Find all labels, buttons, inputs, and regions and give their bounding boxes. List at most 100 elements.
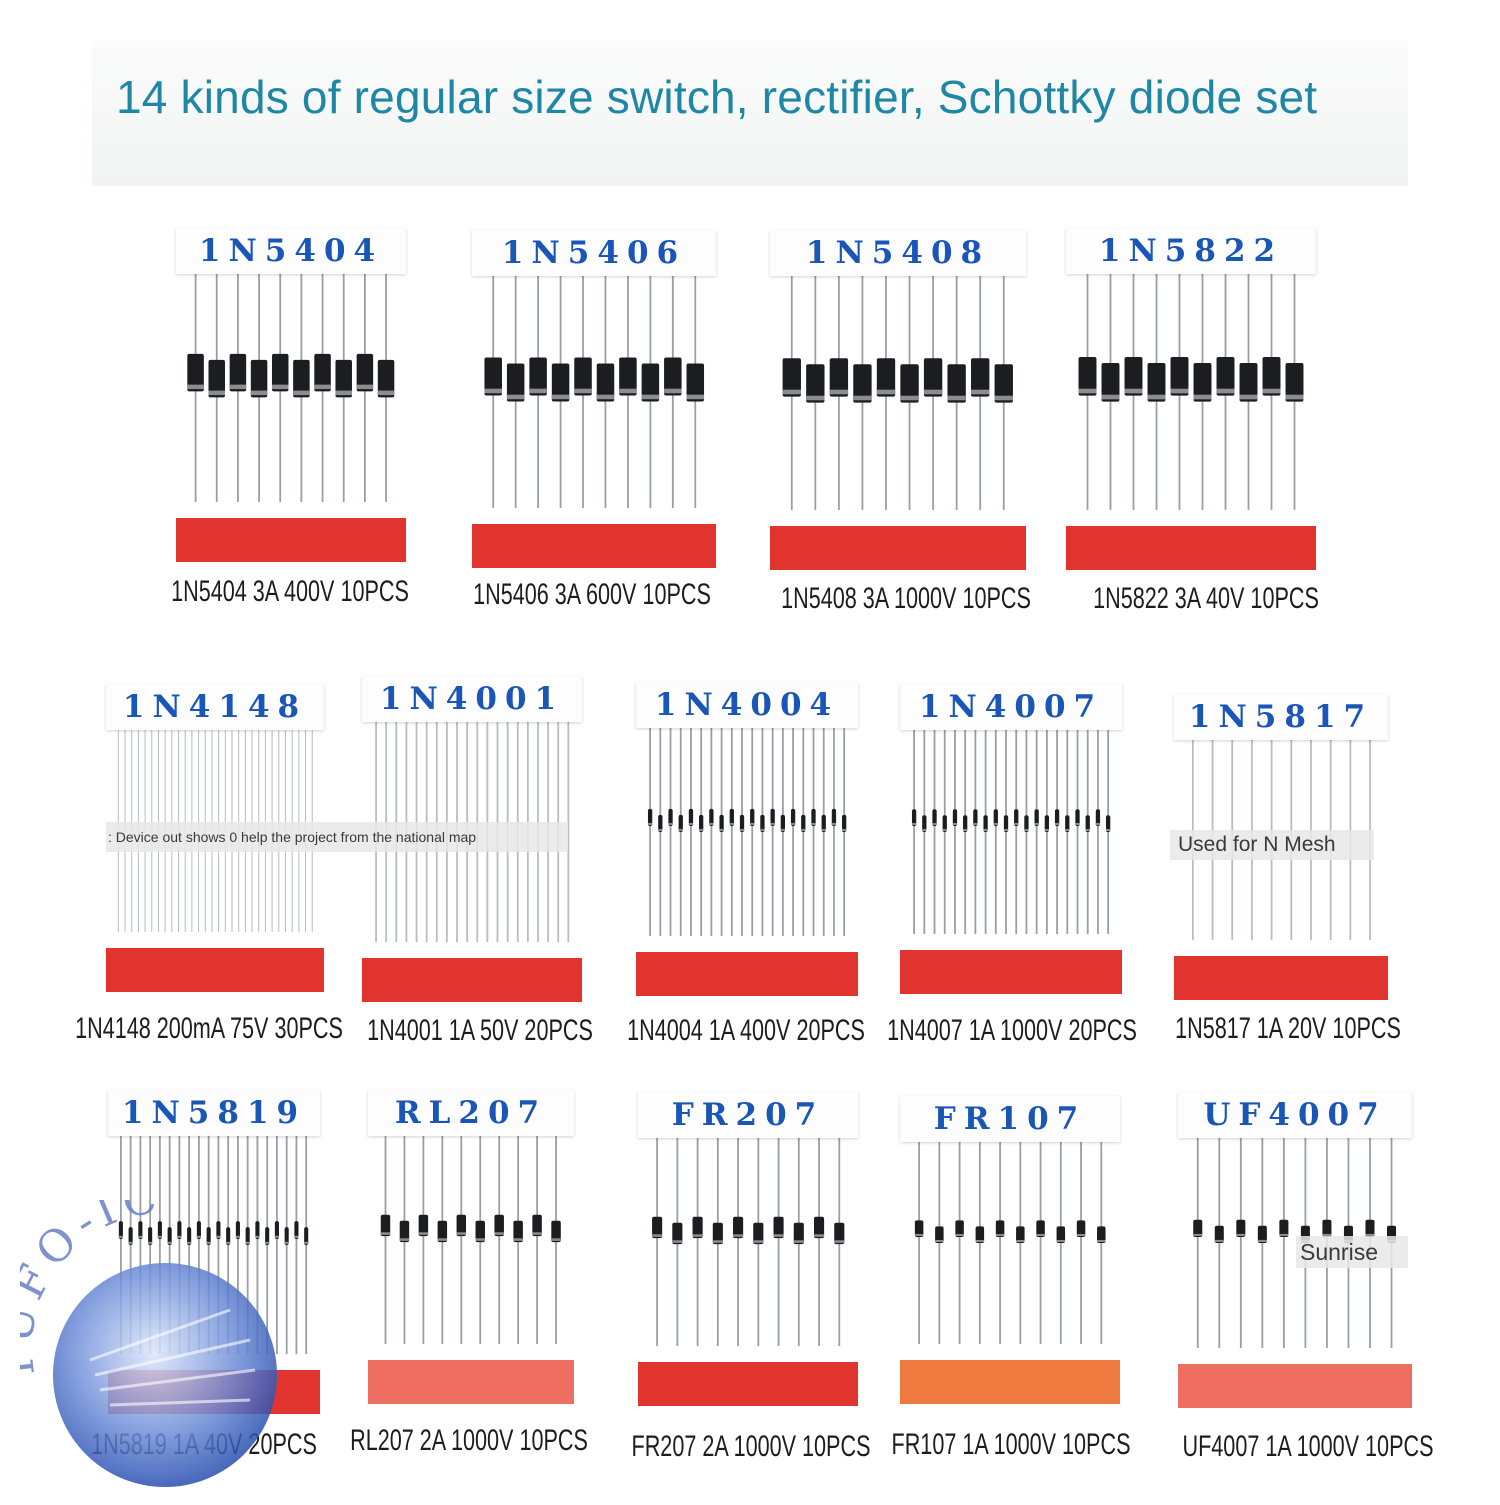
cathode-band xyxy=(187,1241,192,1244)
diode-body xyxy=(529,357,547,396)
diode-body xyxy=(265,1227,270,1245)
cathode-band xyxy=(275,1235,280,1238)
cathode-band xyxy=(801,828,806,831)
diode-body xyxy=(236,1221,241,1239)
cathode-band xyxy=(1236,1233,1246,1236)
diode-body xyxy=(686,363,704,402)
cathode-band xyxy=(975,1240,984,1243)
cathode-band xyxy=(829,389,849,395)
cathode-band xyxy=(647,822,653,825)
diode-body xyxy=(1096,1226,1106,1243)
pack-label: 1N5817 xyxy=(1174,694,1388,740)
cathode-band xyxy=(246,1241,251,1244)
diode-body xyxy=(513,1220,524,1243)
pack-caption: 1N5404 3A 400V 10PCS xyxy=(171,575,409,608)
cathode-band xyxy=(148,1241,153,1244)
diode-strip xyxy=(645,722,849,936)
cathode-band xyxy=(177,1235,182,1238)
diode-body xyxy=(1193,362,1212,402)
diode-pack: 1N5822 xyxy=(1066,228,1316,570)
diode-body xyxy=(377,359,395,398)
pack-label: FR107 xyxy=(900,1096,1120,1142)
cathode-band xyxy=(668,822,673,825)
cathode-band xyxy=(1105,828,1111,831)
cathode-band xyxy=(686,394,704,400)
diode-body xyxy=(216,1221,221,1239)
diode-body xyxy=(877,358,896,397)
pack-caption: FR107 1A 1000V 10PCS xyxy=(891,1428,1131,1461)
diode-body xyxy=(187,353,205,392)
cathode-band xyxy=(811,822,816,825)
cathode-band xyxy=(456,1232,467,1235)
diode-strip xyxy=(780,270,1016,510)
diode-body xyxy=(1085,815,1090,832)
cathode-band xyxy=(651,1234,662,1237)
diode-body xyxy=(168,1227,173,1245)
cathode-band xyxy=(226,1241,231,1244)
diode-body xyxy=(1054,809,1060,826)
diode-body xyxy=(983,815,988,832)
diode-body xyxy=(962,815,968,832)
cathode-band xyxy=(475,1238,486,1241)
diode-body xyxy=(934,1226,944,1243)
diode-body xyxy=(1170,356,1189,396)
diode-body xyxy=(773,1216,784,1239)
diode-body xyxy=(1095,809,1100,826)
cathode-band xyxy=(255,1235,260,1238)
diode-body xyxy=(688,808,693,826)
diode-body xyxy=(753,1222,764,1245)
diode-body xyxy=(484,357,502,396)
diode-body xyxy=(663,357,682,396)
diode-body xyxy=(294,1221,299,1239)
red-tape xyxy=(1066,526,1316,570)
diode-body xyxy=(494,1214,505,1237)
pack-label: 1N5822 xyxy=(1066,228,1316,274)
diode-body xyxy=(1105,815,1111,832)
cathode-band xyxy=(1078,388,1097,394)
diode-body xyxy=(995,1220,1005,1237)
cathode-band xyxy=(834,1240,845,1243)
brand-logo: YUFO-IC xyxy=(0,1171,320,1500)
cathode-band xyxy=(1003,828,1009,831)
diode-body xyxy=(418,1214,429,1237)
cathode-band xyxy=(952,822,957,825)
diode-body xyxy=(1239,362,1258,402)
pack-label: 1N5404 xyxy=(176,228,406,274)
cathode-band xyxy=(1279,1233,1289,1236)
diode-body xyxy=(285,1227,290,1245)
pack-label: UF4007 xyxy=(1178,1092,1412,1138)
red-tape xyxy=(472,524,716,568)
diode-body xyxy=(618,357,637,396)
cathode-band xyxy=(947,395,967,401)
cathode-band xyxy=(983,828,988,831)
cathode-band xyxy=(1193,394,1212,400)
cathode-band xyxy=(618,388,637,394)
cathode-band xyxy=(942,828,947,831)
cathode-band xyxy=(663,388,682,394)
diode-body xyxy=(813,1216,824,1239)
cathode-band xyxy=(1096,1240,1106,1243)
cathode-band xyxy=(356,384,374,390)
cathode-band xyxy=(494,1232,505,1235)
cathode-band xyxy=(1216,388,1235,394)
cathode-band xyxy=(900,395,919,401)
diode-body xyxy=(246,1227,251,1245)
cathode-band xyxy=(314,384,331,390)
pack-label: 1N5406 xyxy=(472,230,716,276)
diode-body xyxy=(760,814,765,832)
diode-strip xyxy=(185,268,397,502)
diode-body xyxy=(749,808,755,826)
diode-strip xyxy=(909,724,1113,934)
cathode-band xyxy=(782,389,802,395)
diode-body xyxy=(1003,815,1009,832)
diode-body xyxy=(1147,362,1166,402)
diode-pack: 1N5408 xyxy=(770,230,1026,570)
diode-body xyxy=(551,363,570,402)
diode-strip xyxy=(647,1132,849,1346)
diode-body xyxy=(641,363,659,402)
diode-body xyxy=(158,1221,163,1239)
diode-body xyxy=(732,1216,743,1239)
diode-body xyxy=(647,808,653,826)
diode-strip xyxy=(1076,268,1306,510)
pack-label: 1N4004 xyxy=(636,682,858,728)
